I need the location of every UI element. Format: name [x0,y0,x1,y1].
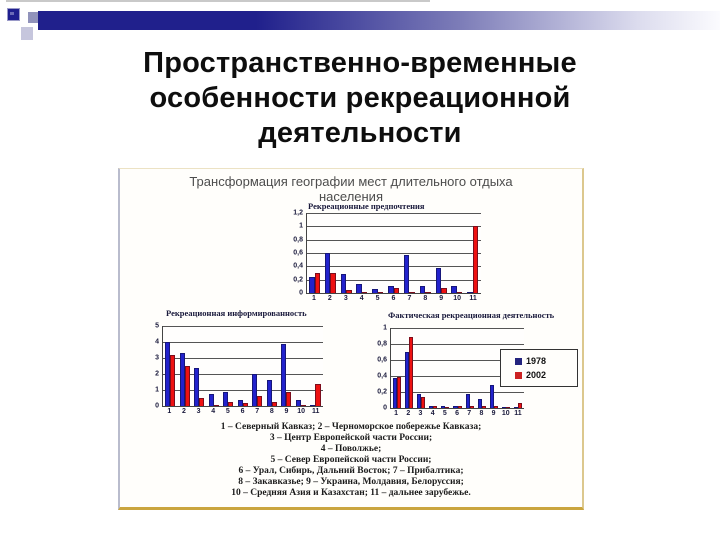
legend-label-2002: 2002 [526,370,547,380]
caption-line: 10 – Средняя Азия и Казахстан; 11 – даль… [231,488,471,498]
chart-title: Рекреационные предпочтения [308,201,425,211]
caption-line: 4 – Поволжье; [320,444,382,454]
slide-title: Пространственно-временные особенности ре… [0,46,720,151]
x-axis-labels: 1 2 3 4 5 6 7 8 9 10 11 [167,408,320,415]
y-axis: 1,2 1 0,8 0,6 0,4 0,2 0 [293,209,303,297]
decoration-square-dark [7,8,20,21]
figure-panel: Трансформация географии мест длительного… [118,168,584,510]
decoration-square-medium [28,12,39,23]
legend-label-1978: 1978 [526,356,547,366]
slide-title-line-3: деятельности [258,117,462,149]
chart-title: Рекреационная информированность [166,308,307,318]
caption-line: 8 – Закавказье; 9 – Украина, Молдавия, Б… [238,477,464,487]
plot-wrap: 1 2 3 4 5 6 7 8 9 10 11 [390,328,524,417]
figure-title-line-2: населения [318,189,383,204]
chart-title: Фактическая рекреационная деятельность [388,310,555,320]
legend-entry-2002: 2002 [515,370,577,380]
slide-title-line-2: особенности рекреационной [149,82,571,114]
caption-line: 5 – Север Европейской части России; [270,455,432,465]
plot-area [306,213,481,294]
slide-title-line-1: Пространственно-временные [143,47,577,79]
chart-body: 1 0,8 0,6 0,4 0,2 0 1 2 3 4 5 6 7 8 9 10 11 [373,324,524,417]
chart-recreational-preferences: Рекреационные предпочтения 1,2 1 0,8 0,6 0,4… [289,201,481,302]
decoration-square-light [21,27,33,40]
plot-area [162,326,323,407]
x-axis-labels: 1 2 3 4 5 6 7 8 9 10 11 [394,410,522,417]
y-axis: 1 0,8 0,6 0,4 0,2 0 [377,324,387,412]
legend-marker-2002-icon [515,371,522,379]
plot-wrap: 1 2 3 4 5 6 7 8 9 10 11 [306,213,481,302]
figure-title-line-1: Трансформация географии мест длительного… [189,174,513,189]
chart-legend: 1978 2002 [500,349,578,387]
decoration-gradient-bar [38,11,720,30]
slide-edge-line [6,0,430,2]
chart-actual-recreation: Фактическая рекреационная деятельность 1… [373,310,555,417]
caption-line: 1 – Северный Кавказ; 2 – Черноморское по… [220,422,482,432]
caption-line: 6 – Урал, Сибирь, Дальний Восток; 7 – Пр… [238,466,464,476]
figure-caption: 1 – Северный Кавказ; 2 – Черноморское по… [120,422,582,499]
caption-line: 3 – Центр Европейской части России; [269,433,433,443]
plot-wrap: 1 2 3 4 5 6 7 8 9 10 11 [162,326,323,415]
chart-body: 1,2 1 0,8 0,6 0,4 0,2 0 1 2 3 4 5 6 7 8 9 10 11 [289,209,481,302]
legend-entry-1978: 1978 [515,356,577,366]
legend-marker-1978-icon [515,357,522,365]
x-axis-labels: 1 2 3 4 5 6 7 8 9 10 11 [312,295,477,302]
plot-area [390,328,524,409]
